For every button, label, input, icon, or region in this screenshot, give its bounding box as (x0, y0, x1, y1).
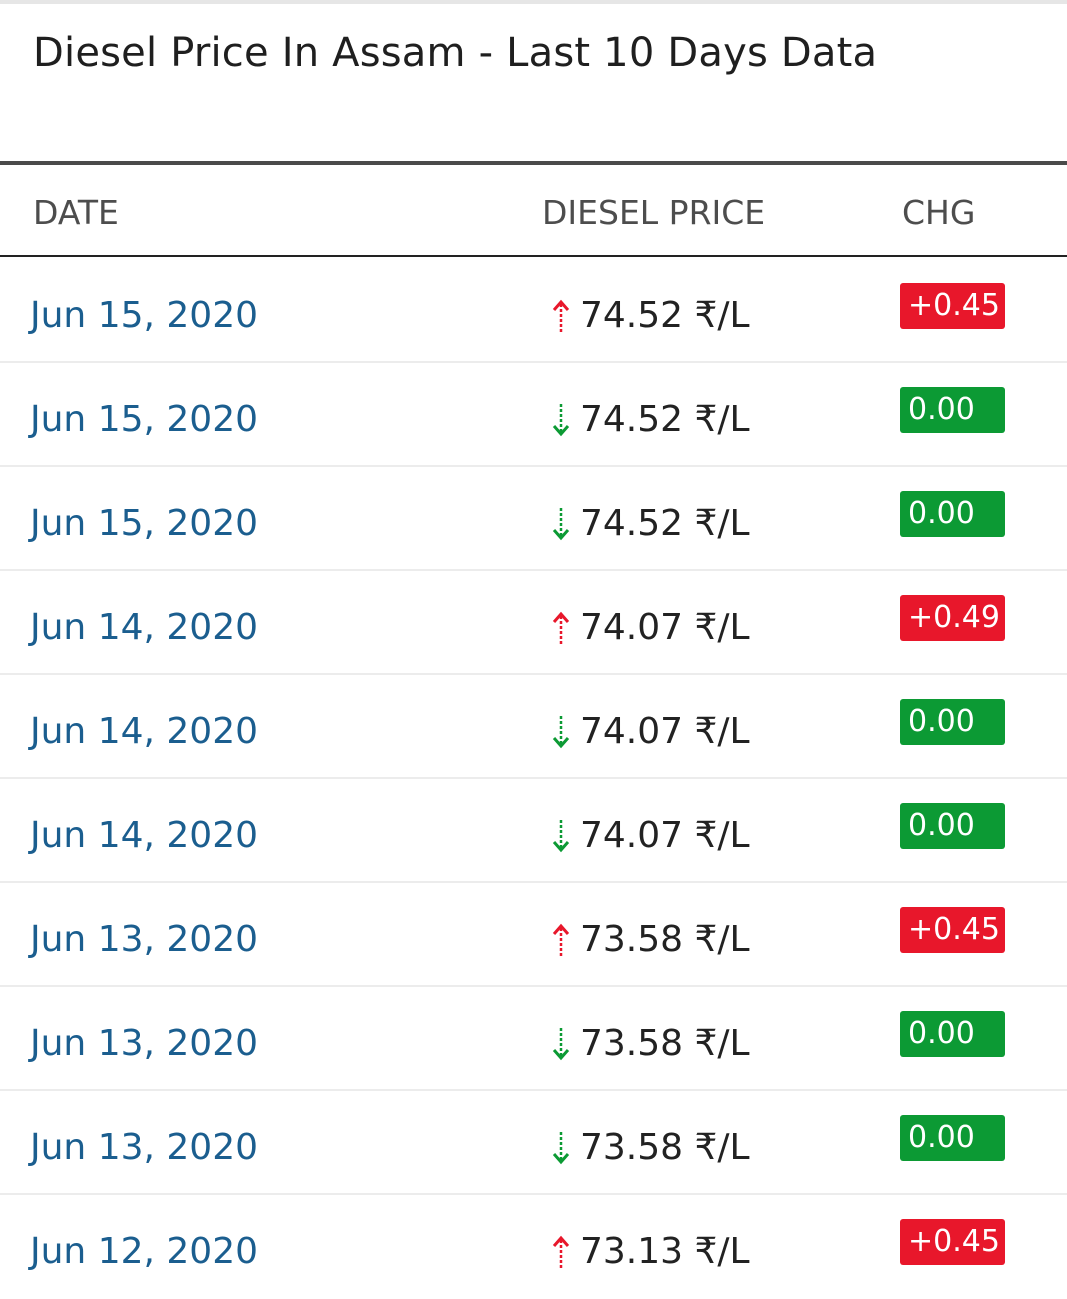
table-row: Jun 15, 2020 74.52 ₹/L +0.45 (0, 259, 1067, 363)
arrow-down-icon (552, 1130, 570, 1166)
change-badge: +0.45 (900, 907, 1005, 953)
row-price-value: 73.58 ₹/L (580, 1127, 750, 1168)
row-price-value: 74.52 ₹/L (580, 399, 750, 440)
table-row: Jun 13, 2020 73.58 ₹/L 0.00 (0, 1091, 1067, 1195)
arrow-down-icon (552, 714, 570, 750)
column-header-diesel-price: DIESEL PRICE (542, 193, 766, 232)
change-badge: 0.00 (900, 491, 1005, 537)
header-divider (0, 161, 1067, 165)
change-badge: 0.00 (900, 699, 1005, 745)
change-badge: 0.00 (900, 1011, 1005, 1057)
arrow-down-icon (552, 402, 570, 438)
row-date-link[interactable]: Jun 13, 2020 (30, 1127, 259, 1168)
table-row: Jun 14, 2020 74.07 ₹/L +0.49 (0, 571, 1067, 675)
table-row: Jun 14, 2020 74.07 ₹/L 0.00 (0, 675, 1067, 779)
row-price-value: 74.07 ₹/L (580, 711, 750, 752)
arrow-down-icon (552, 1026, 570, 1062)
top-divider (0, 0, 1067, 4)
change-badge: 0.00 (900, 387, 1005, 433)
row-date-link[interactable]: Jun 14, 2020 (30, 815, 259, 856)
column-header-chg: CHG (902, 193, 976, 232)
row-price-value: 74.07 ₹/L (580, 607, 750, 648)
page-title: Diesel Price In Assam - Last 10 Days Dat… (33, 30, 878, 76)
row-date-link[interactable]: Jun 14, 2020 (30, 607, 259, 648)
row-price: 74.52 ₹/L (552, 503, 750, 544)
row-price-value: 74.07 ₹/L (580, 815, 750, 856)
table-header: DATE DIESEL PRICE CHG (0, 165, 1067, 257)
row-price-value: 73.13 ₹/L (580, 1231, 750, 1272)
row-price-value: 74.52 ₹/L (580, 503, 750, 544)
row-price: 74.07 ₹/L (552, 711, 750, 752)
table-row: Jun 15, 2020 74.52 ₹/L 0.00 (0, 467, 1067, 571)
table-row: Jun 13, 2020 73.58 ₹/L +0.45 (0, 883, 1067, 987)
row-price: 74.07 ₹/L (552, 815, 750, 856)
row-date-link[interactable]: Jun 14, 2020 (30, 711, 259, 752)
row-price-value: 73.58 ₹/L (580, 919, 750, 960)
row-price-value: 73.58 ₹/L (580, 1023, 750, 1064)
arrow-up-icon (552, 922, 570, 958)
change-badge: 0.00 (900, 1115, 1005, 1161)
table-row: Jun 15, 2020 74.52 ₹/L 0.00 (0, 363, 1067, 467)
row-date-link[interactable]: Jun 13, 2020 (30, 1023, 259, 1064)
row-date-link[interactable]: Jun 15, 2020 (30, 399, 259, 440)
row-price: 74.07 ₹/L (552, 607, 750, 648)
price-table-body: Jun 15, 2020 74.52 ₹/L +0.45 Jun 15, 2020 74… (0, 259, 1067, 1299)
change-badge: 0.00 (900, 803, 1005, 849)
arrow-down-icon (552, 818, 570, 854)
row-price: 73.58 ₹/L (552, 1127, 750, 1168)
row-price: 74.52 ₹/L (552, 295, 750, 336)
arrow-up-icon (552, 1234, 570, 1270)
row-price-value: 74.52 ₹/L (580, 295, 750, 336)
change-badge: +0.45 (900, 1219, 1005, 1265)
row-price: 73.58 ₹/L (552, 919, 750, 960)
arrow-up-icon (552, 610, 570, 646)
table-row: Jun 12, 2020 73.13 ₹/L +0.45 (0, 1195, 1067, 1299)
table-row: Jun 14, 2020 74.07 ₹/L 0.00 (0, 779, 1067, 883)
row-price: 74.52 ₹/L (552, 399, 750, 440)
column-header-date: DATE (33, 193, 119, 232)
change-badge: +0.45 (900, 283, 1005, 329)
row-date-link[interactable]: Jun 15, 2020 (30, 295, 259, 336)
arrow-up-icon (552, 298, 570, 334)
change-badge: +0.49 (900, 595, 1005, 641)
arrow-down-icon (552, 506, 570, 542)
table-row: Jun 13, 2020 73.58 ₹/L 0.00 (0, 987, 1067, 1091)
row-price: 73.13 ₹/L (552, 1231, 750, 1272)
row-date-link[interactable]: Jun 15, 2020 (30, 503, 259, 544)
row-price: 73.58 ₹/L (552, 1023, 750, 1064)
row-date-link[interactable]: Jun 13, 2020 (30, 919, 259, 960)
row-date-link[interactable]: Jun 12, 2020 (30, 1231, 259, 1272)
